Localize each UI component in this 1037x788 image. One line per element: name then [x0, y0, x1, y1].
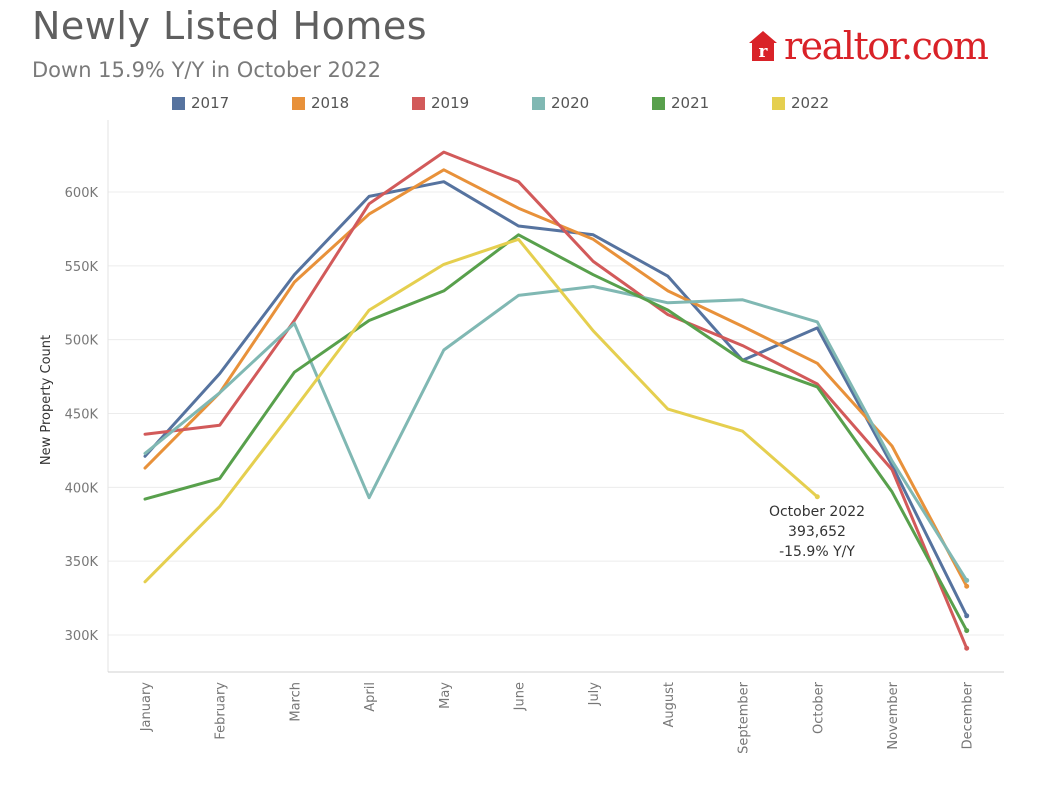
series-line-2017[interactable]	[143, 180, 969, 618]
legend-label: 2022	[791, 94, 830, 112]
series-line-2020[interactable]	[143, 285, 969, 582]
legend-item-2018[interactable]: 2018	[292, 94, 349, 112]
legend-label: 2021	[671, 94, 710, 112]
legend: 2017 2018 2019 2020 2021 2022	[0, 94, 1037, 116]
annotation-value: 393,652	[788, 524, 846, 540]
x-tick-label: October	[811, 681, 826, 734]
legend-swatch	[652, 96, 665, 110]
x-tick-label: September	[737, 681, 752, 754]
legend-swatch	[292, 96, 305, 110]
logo-wordmark: realtor.com	[784, 24, 989, 68]
series-endpoint-2021[interactable]	[964, 628, 970, 634]
chart-title: Newly Listed Homes	[32, 4, 428, 48]
house-icon: r	[748, 30, 778, 62]
legend-item-2021[interactable]: 2021	[652, 94, 709, 112]
october-2022-annotation: October 2022 393,652 -15.9% Y/Y	[750, 502, 884, 562]
legend-swatch	[172, 96, 185, 110]
series-line-2019[interactable]	[143, 150, 969, 650]
y-axis-label: New Property Count	[39, 335, 54, 465]
legend-item-2022[interactable]: 2022	[772, 94, 829, 112]
x-tick-label: July	[587, 682, 602, 707]
y-tick-label: 600K	[65, 186, 99, 201]
x-tick-label: March	[288, 682, 303, 722]
series-endpoint-2018[interactable]	[964, 583, 970, 589]
x-axis: January February March April May June July Augu…	[108, 671, 1004, 754]
x-tick-label: November	[886, 681, 901, 749]
annotation-change: -15.9% Y/Y	[779, 544, 855, 560]
series-line-2021[interactable]	[143, 233, 969, 633]
x-tick-label: June	[513, 682, 528, 711]
series-line-2018[interactable]	[143, 168, 969, 588]
legend-label: 2018	[311, 94, 350, 112]
legend-item-2019[interactable]: 2019	[412, 94, 469, 112]
series-endpoint-2020[interactable]	[964, 577, 970, 583]
legend-item-2020[interactable]: 2020	[532, 94, 589, 112]
logo-mark-letter: r	[759, 42, 769, 62]
chart-subtitle: Down 15.9% Y/Y in October 2022	[32, 58, 381, 82]
legend-label: 2020	[551, 94, 590, 112]
y-tick-label: 300K	[65, 629, 99, 644]
x-tick-label: April	[363, 682, 378, 712]
legend-item-2017[interactable]: 2017	[172, 94, 229, 112]
legend-swatch	[772, 96, 785, 110]
x-tick-label: February	[214, 682, 229, 740]
y-tick-label: 550K	[65, 260, 99, 275]
series-endpoint-2017[interactable]	[964, 613, 970, 619]
series-lines	[143, 150, 970, 651]
grid-lines	[108, 191, 1004, 636]
x-tick-label: December	[961, 681, 976, 749]
y-tick-label: 400K	[65, 481, 99, 496]
legend-label: 2019	[431, 94, 470, 112]
y-axis: 300K 350K 400K 450K 500K 550K 600K	[65, 120, 109, 672]
realtor-logo[interactable]: r realtor.com	[748, 24, 989, 68]
x-tick-label: January	[139, 682, 154, 733]
legend-label: 2017	[191, 94, 230, 112]
series-endpoint-2022[interactable]	[814, 494, 820, 500]
legend-swatch	[412, 96, 425, 110]
x-tick-label: May	[438, 682, 453, 709]
y-tick-label: 450K	[65, 408, 99, 423]
annotation-period: October 2022	[768, 504, 866, 520]
series-endpoint-2019[interactable]	[964, 645, 970, 651]
y-tick-label: 500K	[65, 334, 99, 349]
y-tick-label: 350K	[65, 555, 99, 570]
series-line-2022[interactable]	[143, 237, 819, 584]
x-tick-label: August	[662, 682, 677, 728]
legend-swatch	[532, 96, 545, 110]
